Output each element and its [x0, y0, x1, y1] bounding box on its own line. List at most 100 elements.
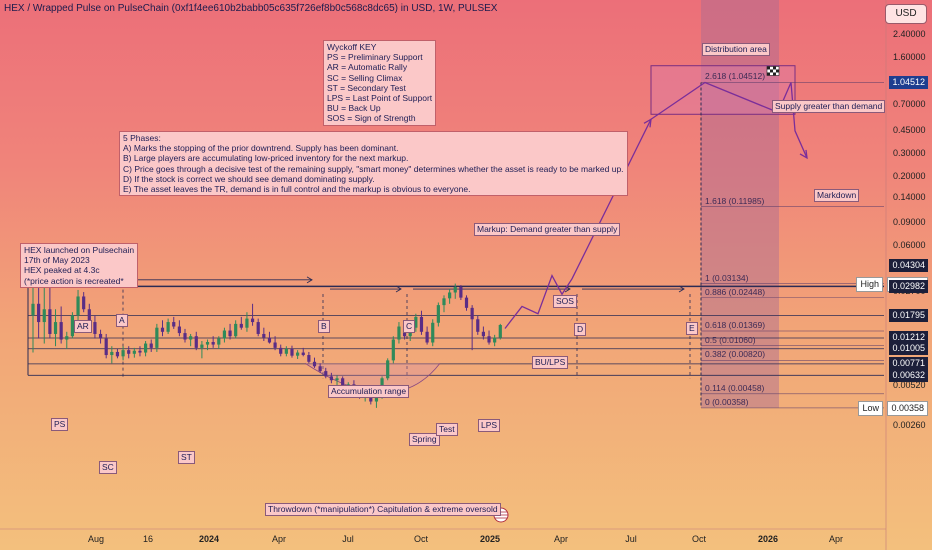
candle-body: [87, 309, 91, 323]
candle-body: [397, 326, 401, 340]
candle-body: [470, 307, 474, 320]
price-tag: 0.01212: [889, 331, 928, 345]
label-ar: AR: [74, 320, 92, 333]
candle-body: [93, 322, 97, 334]
candle-body: [183, 333, 187, 340]
candle-body: [267, 337, 272, 343]
x-tick-label: Jul: [342, 534, 354, 544]
candle-body: [341, 378, 345, 389]
candle-body: [110, 351, 114, 356]
phase-c-marker: C: [403, 320, 416, 333]
chart-title: HEX / Wrapped Pulse on PulseChain (0xf1f…: [4, 3, 498, 14]
candle-body: [48, 309, 52, 334]
phase-arrow-head: [306, 276, 313, 284]
candle-body: [160, 327, 165, 332]
label-supply-greater: Supply greater than demand: [772, 100, 886, 113]
y-tick-label: 0.30000: [893, 148, 926, 159]
candle-body: [329, 376, 333, 381]
x-tick-label: Apr: [271, 534, 287, 544]
x-tick-label: 2024: [198, 534, 220, 544]
candle-body: [374, 397, 379, 402]
candle-body: [279, 347, 283, 354]
checkered-flag-icon: [767, 72, 770, 76]
label-test: Test: [436, 423, 458, 436]
candle-body: [166, 322, 170, 332]
candle-body: [481, 331, 485, 337]
fib-label: 0 (0.00358): [705, 396, 749, 407]
wyckoff-key-note[interactable]: Wyckoff KEY PS = Preliminary Support AR …: [323, 40, 437, 126]
candle-body: [53, 322, 58, 334]
candle-body: [155, 327, 159, 348]
price-tag: 0.01795: [889, 308, 928, 322]
launch-note[interactable]: HEX launched on Pulsechain 17th of May 2…: [20, 243, 139, 288]
label-markup: Markup: Demand greater than supply: [474, 223, 621, 236]
candle-body: [172, 322, 176, 327]
candle-body: [436, 305, 440, 323]
candle-body: [127, 350, 131, 354]
candle-body: [65, 336, 69, 340]
y-tick-label: 2.40000: [893, 28, 926, 39]
candle-body: [228, 330, 232, 337]
label-throwdown: Throwdown (*manipulation*) Capitulation …: [265, 503, 501, 516]
y-tick-label: 0.45000: [893, 124, 926, 135]
projection-path: [504, 81, 808, 329]
candle-body: [205, 341, 210, 345]
y-tick-label: 0.14000: [893, 191, 926, 202]
candle-body: [104, 338, 108, 356]
currency-button[interactable]: USD: [885, 4, 927, 24]
label-sos: SOS: [553, 295, 577, 308]
candle-body: [391, 339, 395, 361]
price-tag: 0.01005: [889, 342, 928, 356]
y-tick-label: 0.09000: [893, 217, 926, 228]
label-distribution-area: Distribution area: [702, 43, 770, 56]
candle-body: [121, 350, 125, 357]
candle-body: [414, 316, 418, 328]
candle-body: [453, 286, 457, 293]
y-tick-label: 0.70000: [893, 99, 926, 110]
candle-body: [498, 324, 502, 338]
candle-body: [262, 333, 266, 338]
candle-body: [301, 352, 305, 356]
candle-body: [307, 355, 311, 362]
phase-arrow-head: [678, 285, 685, 293]
phase-d-marker: D: [574, 323, 587, 336]
price-tag: 0.00771: [889, 357, 928, 371]
phase-e-marker: E: [686, 322, 698, 335]
price-tag: 1.04512: [889, 75, 928, 89]
x-tick-label: Apr: [828, 534, 844, 544]
phases-note[interactable]: 5 Phases: A) Marks the stopping of the p…: [119, 131, 628, 197]
candle-body: [149, 343, 153, 348]
candle-body: [250, 318, 255, 323]
label-spring: Spring: [409, 433, 440, 446]
candle-body: [37, 303, 41, 323]
candle-body: [245, 318, 249, 328]
candle-body: [59, 322, 63, 340]
candle-body: [273, 342, 277, 348]
candle-body: [448, 292, 452, 299]
candle-body: [211, 341, 215, 345]
candle-body: [138, 350, 142, 353]
label-bu-lps: BU/LPS: [532, 356, 569, 369]
candle-body: [324, 371, 328, 377]
candle-body: [115, 351, 120, 357]
candle-body: [234, 323, 238, 337]
fib-label: 0.618 (0.01369): [705, 319, 766, 330]
candle-body: [335, 378, 339, 381]
fib-label: 2.618 (1.04512): [705, 71, 766, 82]
candle-body: [70, 315, 75, 337]
candle-body: [386, 360, 390, 379]
candle-body: [217, 338, 221, 345]
candle-body: [222, 330, 227, 339]
label-lps: LPS: [478, 419, 501, 432]
label-markdown: Markdown: [814, 189, 860, 202]
phase-a-marker: A: [116, 314, 128, 327]
candle-body: [76, 296, 80, 316]
x-tick-label: 16: [142, 534, 154, 544]
candle-body: [318, 366, 322, 372]
candle-body: [493, 337, 497, 343]
candle-body: [82, 296, 86, 310]
candle-body: [425, 331, 429, 343]
candle-body: [200, 344, 204, 348]
candle-body: [194, 336, 198, 348]
